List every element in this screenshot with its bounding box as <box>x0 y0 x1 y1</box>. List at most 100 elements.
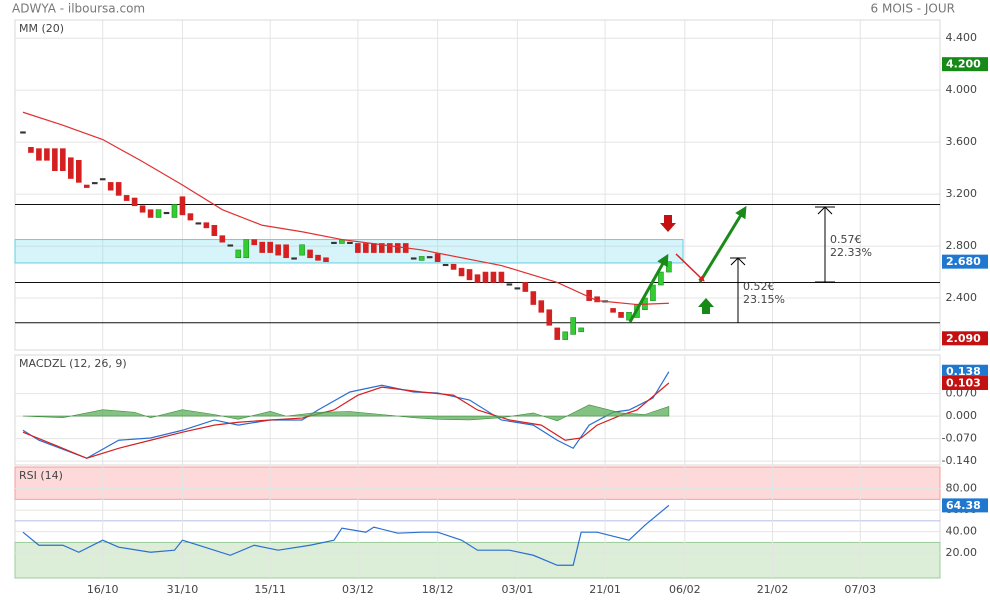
measure-bracket <box>730 206 835 323</box>
zone <box>14 239 684 264</box>
x-tick-label: 07/03 <box>844 583 876 596</box>
panel-frame <box>14 19 941 351</box>
y-tick-label: 0.000 <box>946 409 978 422</box>
overbought-zone <box>14 466 941 500</box>
price-tag-label: 0.138 <box>946 365 981 378</box>
series-line <box>22 382 670 459</box>
candle <box>243 239 250 259</box>
candle <box>426 256 433 259</box>
candle <box>546 309 553 326</box>
candle <box>331 241 337 244</box>
price-tag <box>942 57 988 72</box>
candle <box>410 257 417 260</box>
series-line <box>22 504 670 566</box>
candle <box>618 312 624 318</box>
annotation-amount: 0.57€ <box>830 233 862 246</box>
x-tick-label: 16/10 <box>87 583 119 596</box>
y-tick-label: 3.200 <box>946 187 978 200</box>
arrow <box>698 205 747 283</box>
candle <box>554 327 561 340</box>
candle <box>355 243 361 253</box>
candle <box>570 317 576 335</box>
series-line <box>22 111 669 306</box>
candle <box>498 271 505 283</box>
candle <box>291 257 297 260</box>
legend-label: RSI (14) <box>19 469 63 482</box>
candle <box>466 269 473 281</box>
candle <box>52 148 58 172</box>
candle <box>371 243 377 253</box>
price-tag-label: 2.680 <box>946 255 981 268</box>
x-tick-label: 15/11 <box>254 583 286 596</box>
candle <box>147 209 154 218</box>
candle <box>275 244 281 256</box>
candle <box>115 182 122 196</box>
price-tag <box>942 254 988 269</box>
candle <box>530 291 537 305</box>
candle <box>506 283 513 286</box>
price-tag-label: 4.200 <box>946 58 981 71</box>
candle <box>187 213 194 221</box>
candle <box>394 243 401 253</box>
candle <box>363 243 369 253</box>
candle <box>562 331 569 340</box>
candle <box>91 182 98 185</box>
x-tick-label: 21/02 <box>757 583 789 596</box>
candle <box>434 253 441 262</box>
candle <box>666 261 672 273</box>
candle <box>323 257 329 262</box>
plot-layer: 2.400 2.800 3.200 3.600 4.000 4.400 MM (20) 4.2… <box>14 19 988 596</box>
series-line <box>22 371 670 459</box>
annotation-amount: 0.52€ <box>743 280 775 293</box>
y-tick-label: 80.00 <box>946 482 978 495</box>
candle <box>626 312 632 321</box>
candle <box>586 289 592 301</box>
candle <box>386 243 393 253</box>
candle <box>171 204 178 218</box>
x-tick-label: 06/02 <box>669 583 701 596</box>
candle <box>99 178 106 181</box>
candle <box>450 263 457 270</box>
candle <box>522 282 529 292</box>
candle <box>131 197 138 207</box>
candle <box>458 267 465 277</box>
candle <box>155 209 162 218</box>
price-tag <box>942 498 988 513</box>
annotation-percent: 22.33% <box>830 246 872 259</box>
candle <box>36 148 42 161</box>
down-arrow-icon <box>660 215 676 232</box>
x-tick-label: 18/12 <box>422 583 454 596</box>
candle <box>538 300 545 313</box>
candle <box>474 274 481 283</box>
candle <box>195 222 202 225</box>
candle <box>139 205 146 213</box>
x-tick-label: 21/01 <box>589 583 621 596</box>
candle <box>227 244 234 247</box>
candle <box>578 327 584 333</box>
candle <box>44 148 50 161</box>
arrow <box>675 253 705 282</box>
price-tag <box>942 375 988 390</box>
y-tick-label: 2.800 <box>946 239 978 252</box>
histogram-area <box>22 404 670 422</box>
chart-subtitle: 6 MOIS - JOUR <box>871 2 955 16</box>
y-tick-label: 2.400 <box>946 291 978 304</box>
candle <box>658 271 664 286</box>
oversold-zone <box>14 541 941 579</box>
price-tag <box>942 364 988 379</box>
candle <box>179 196 186 216</box>
candle <box>299 244 305 256</box>
candle <box>482 271 489 283</box>
candle <box>490 271 497 283</box>
candle <box>307 249 313 259</box>
candle <box>650 284 656 301</box>
candle <box>75 160 82 183</box>
candle <box>315 254 321 261</box>
candle <box>259 241 265 253</box>
candle <box>347 241 353 244</box>
price-tag-label: 64.38 <box>946 499 981 512</box>
candle <box>442 263 449 267</box>
candle <box>20 131 26 134</box>
candle <box>267 241 273 253</box>
